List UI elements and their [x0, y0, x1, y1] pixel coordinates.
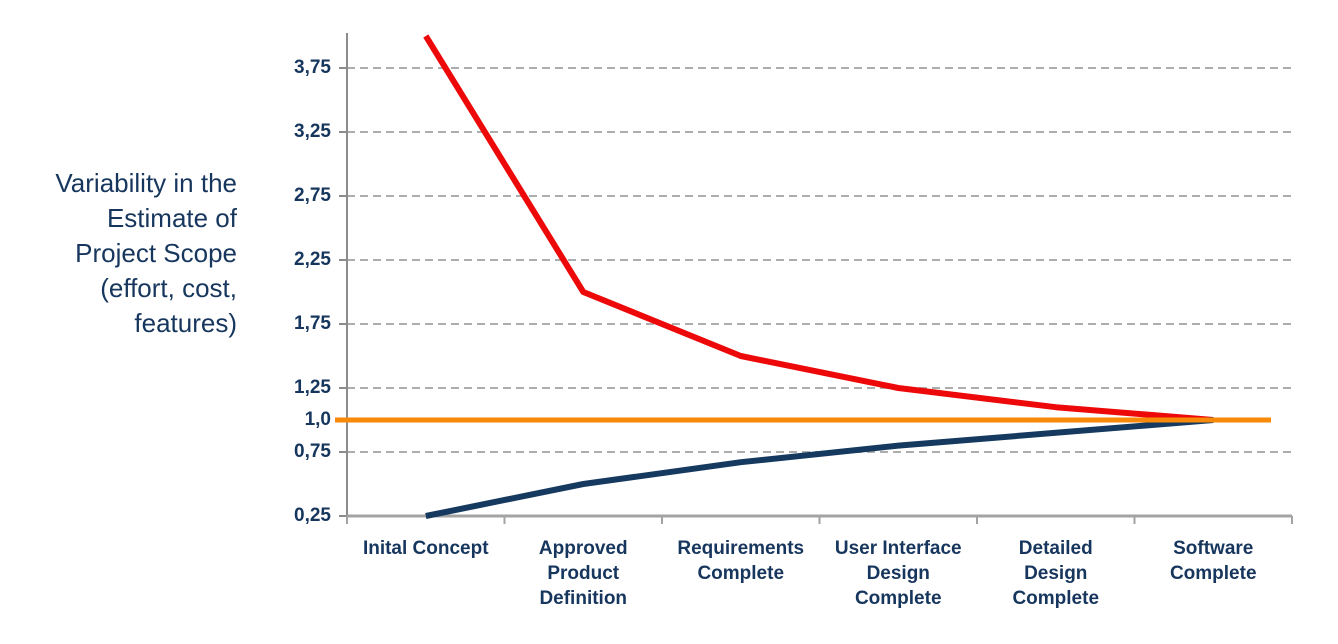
- y-tick-label: 0,75: [294, 441, 331, 462]
- y-tick-label: 1,75: [294, 313, 331, 334]
- x-category-label-user-interface-design-complete: User Interface Design Complete: [834, 538, 962, 609]
- x-category-label-requirements-complete: Requirements Complete: [677, 538, 805, 584]
- y-tick-label: 3,75: [294, 57, 331, 78]
- y-tick-label: 2,25: [294, 249, 331, 270]
- series-layer: [335, 34, 1271, 519]
- gridline-layer: [347, 67, 1292, 453]
- x-category-label-approved-product-definition: Approved Product Definition: [538, 538, 628, 609]
- y-tick-label: 0,25: [294, 505, 331, 526]
- lower-estimate-variability-line: [425, 417, 1214, 519]
- y-tick-label: 3,25: [294, 121, 331, 142]
- y-tick-label: 2,75: [294, 185, 331, 206]
- y-tick-label: 1,0: [304, 409, 331, 430]
- upper-estimate-variability-line: [423, 34, 1214, 423]
- x-category-label-detailed-design-complete: Detailed Design Complete: [1012, 538, 1100, 609]
- y-tick-label: 1,25: [294, 377, 331, 398]
- x-category-label-initial-concept: Inital Concept: [362, 538, 489, 559]
- y-axis-title: Variability in the Estimate of Project S…: [55, 168, 237, 338]
- x-category-label-software-complete: Software Complete: [1169, 538, 1257, 584]
- axis-layer: [339, 33, 1293, 524]
